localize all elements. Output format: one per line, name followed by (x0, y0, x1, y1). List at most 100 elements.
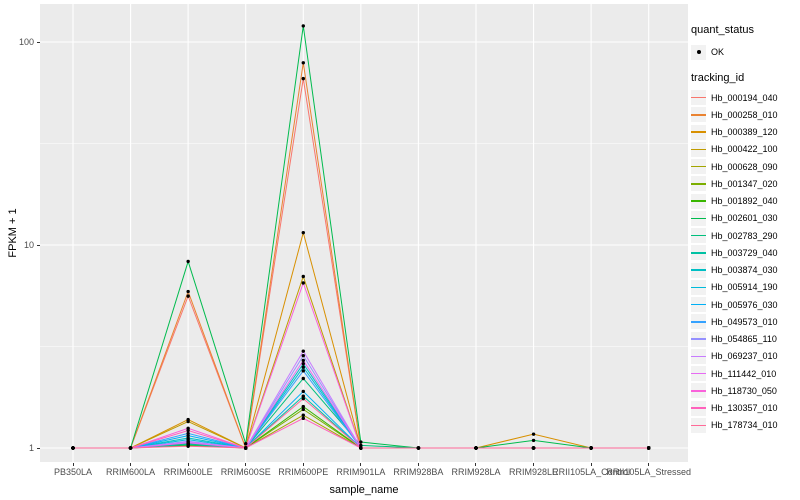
legend-item-label: Hb_178734_010 (711, 420, 778, 431)
legend-line-swatch (691, 424, 706, 427)
data-point (359, 443, 363, 448)
data-point (301, 349, 305, 353)
y-tick-label-1: 1 (28, 443, 34, 453)
legend-key-box (691, 141, 706, 157)
legend-item-label: Hb_000422_100 (711, 144, 778, 155)
data-point (301, 230, 305, 235)
data-point (301, 353, 305, 358)
point-marker-icon (696, 50, 701, 54)
y-axis-tick (37, 447, 40, 449)
data-point (301, 362, 305, 366)
legend-line-swatch (691, 114, 706, 116)
x-tick-label-RRIM600SE: RRIM600SE (220, 467, 271, 477)
data-point (186, 419, 190, 424)
legend-line-swatch (691, 303, 706, 306)
x-axis-tick (590, 462, 592, 466)
data-point (359, 440, 363, 444)
x-tick-label-RRIM600PE: RRIM600PE (278, 467, 329, 477)
x-axis-tick (187, 462, 189, 466)
data-point (531, 438, 536, 443)
tracking-id-legend-items: Hb_000194_040 Hb_000258_010 Hb_000389_120 H… (691, 89, 799, 434)
legend-item-label: Hb_118730_050 (711, 385, 777, 396)
x-tick-label-RRIM928LE: RRIM928LE (509, 467, 559, 477)
legend-item-label: Hb_054865_110 (711, 334, 777, 345)
legend-item-Hb_003729_040: Hb_003729_040 (691, 244, 799, 261)
x-axis-tick (648, 462, 650, 466)
data-point (474, 446, 478, 450)
legend-item-label: Hb_000628_090 (711, 161, 778, 172)
legend-key-box (691, 314, 706, 330)
legend-item-Hb_111442_010: Hb_111442_010 (691, 365, 799, 382)
legend-item-Hb_003874_030: Hb_003874_030 (691, 262, 799, 279)
data-point (244, 446, 248, 450)
legend-item-label: Hb_001347_020 (711, 178, 778, 189)
legend-item-Hb_002601_030: Hb_002601_030 (691, 210, 799, 227)
legend-item-label: Hb_005914_190 (711, 282, 778, 293)
data-point (186, 289, 190, 294)
legend-item-Hb_001347_020: Hb_001347_020 (691, 175, 799, 192)
legend-line-swatch (691, 96, 706, 99)
legend-key-box (691, 417, 706, 433)
data-point (416, 446, 421, 450)
legend-item-Hb_054865_110: Hb_054865_110 (691, 331, 799, 348)
legend-item-label: OK (711, 47, 725, 57)
legend-key-box (691, 331, 706, 347)
data-points (71, 24, 651, 450)
x-axis-title: sample_name (329, 484, 399, 496)
legend-item-Hb_000389_120: Hb_000389_120 (691, 124, 799, 141)
legend-key-box (691, 44, 706, 60)
legend-key-box (691, 193, 706, 209)
legend-item-label: Hb_002783_290 (711, 230, 778, 241)
legend-line-swatch (691, 148, 706, 151)
legend-item-label: Hb_000389_120 (711, 127, 778, 138)
legend-key-box (691, 124, 706, 140)
x-tick-label-RRIM928BA: RRIM928BA (393, 467, 444, 477)
x-axis-tick (533, 462, 535, 466)
legend-line-swatch (691, 165, 706, 168)
legend-item-label: Hb_049573_010 (711, 316, 778, 327)
legend-line-swatch (691, 200, 706, 202)
x-tick-label-PB350LA: PB350LA (53, 467, 93, 477)
x-tick-label-RRII105LA_Stressed: RRII105LA_Stressed (606, 467, 691, 477)
legend-item-Hb_069237_010: Hb_069237_010 (691, 348, 799, 365)
legend-line-swatch (691, 183, 706, 185)
y-tick-label-10: 10 (23, 240, 34, 250)
data-point (301, 404, 305, 409)
legend-line-swatch (691, 407, 706, 409)
legend-key-box (691, 262, 706, 278)
y-axis-tick (37, 41, 40, 43)
data-point (186, 444, 190, 448)
legend-key-box (691, 279, 706, 295)
data-point (71, 446, 75, 450)
legend-line-swatch (691, 355, 706, 358)
legend-item-label: Hb_003874_030 (711, 265, 778, 276)
data-point (186, 294, 190, 298)
legend-key-box (691, 228, 706, 244)
legend-item-Hb_130357_010: Hb_130357_010 (691, 400, 799, 417)
legend-item-Hb_000194_040: Hb_000194_040 (691, 89, 799, 106)
legend-line-swatch (691, 338, 706, 340)
data-point (301, 61, 305, 65)
x-axis-tick (417, 462, 419, 466)
legend-key-box (691, 297, 706, 313)
x-axis-tick (72, 462, 74, 466)
legend: quant_status OK tracking_id Hb_000194_04… (691, 24, 799, 434)
plot-panel (40, 4, 688, 462)
legend-line-swatch (691, 252, 706, 254)
y-axis-tick (37, 244, 40, 246)
data-point (359, 446, 363, 450)
legend-item-Hb_049573_010: Hb_049573_010 (691, 313, 799, 330)
data-point (301, 76, 305, 81)
data-point (186, 441, 190, 445)
y-tick-label-100: 100 (18, 37, 34, 47)
legend-item-label: Hb_003729_040 (711, 247, 778, 258)
legend-line-swatch (691, 269, 706, 271)
legend-key-box (691, 159, 706, 175)
legend-item-Hb_001892_040: Hb_001892_040 (691, 193, 799, 210)
data-point (301, 389, 305, 394)
x-tick-label-RRIM901LA: RRIM901LA (336, 467, 386, 477)
legend-key-box (691, 90, 706, 106)
x-tick-label-RRIM928LA: RRIM928LA (451, 467, 501, 477)
legend-key-box (691, 210, 706, 226)
